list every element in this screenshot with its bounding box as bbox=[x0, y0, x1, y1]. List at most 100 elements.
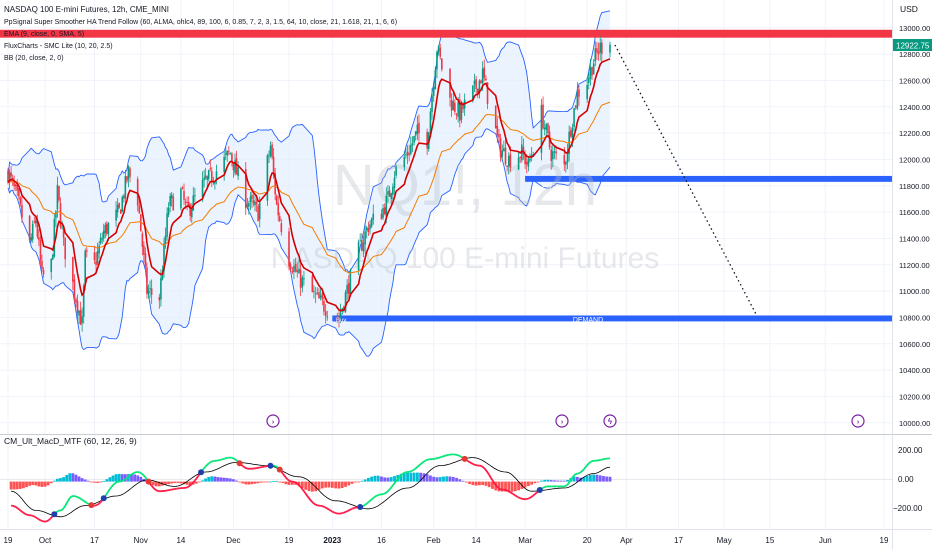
price-axis[interactable]: USD 10000.0010200.0010400.0010600.001080… bbox=[899, 4, 930, 428]
demand-buy-label-upper: Buy bbox=[542, 183, 552, 189]
macd-line-segment bbox=[195, 479, 196, 481]
macd-line-segment bbox=[331, 511, 333, 512]
macd-histogram-bar bbox=[68, 473, 71, 481]
macd-histogram-bar bbox=[44, 482, 47, 487]
macd-histogram-bar bbox=[254, 482, 257, 484]
macd-line-segment bbox=[342, 513, 344, 514]
demand-zone-lower[interactable] bbox=[332, 315, 892, 321]
macd-histogram-bar bbox=[537, 482, 540, 483]
macd-line-segment bbox=[419, 464, 421, 465]
macd-histogram-bar bbox=[406, 473, 409, 482]
macd-line-segment bbox=[243, 466, 245, 467]
time-axis-tick: 20 bbox=[583, 536, 592, 545]
macd-histogram-bar bbox=[201, 480, 204, 481]
candle bbox=[495, 105, 497, 128]
candle bbox=[312, 273, 314, 292]
macd-histogram-bar bbox=[527, 482, 530, 486]
macd-cross-dot bbox=[462, 456, 468, 462]
macd-histogram-bar bbox=[41, 482, 44, 487]
macd-line-segment bbox=[515, 495, 517, 496]
supply-zone[interactable] bbox=[0, 30, 892, 38]
macd-line-segment bbox=[289, 481, 291, 482]
macd-line-segment bbox=[566, 485, 568, 486]
dividend-event-icon[interactable]: › bbox=[556, 415, 568, 427]
macd-line-segment bbox=[65, 503, 66, 506]
chart-title[interactable]: NASDAQ 100 E-mini Futures, 12h, CME_MINI bbox=[4, 5, 169, 14]
macd-histogram-bar bbox=[553, 480, 556, 481]
macd-line-segment bbox=[99, 502, 100, 503]
macd-line-segment bbox=[127, 477, 128, 478]
dividend-event-icon[interactable]: › bbox=[852, 415, 864, 427]
macd-line-segment bbox=[113, 484, 115, 485]
macd-line-segment bbox=[144, 476, 146, 478]
dividend-event-icon[interactable]: › bbox=[267, 415, 279, 427]
macd-histogram-bar bbox=[263, 482, 266, 483]
macd-line-segment bbox=[283, 474, 285, 476]
time-axis-tick: 16 bbox=[377, 536, 386, 545]
macd-line-segment bbox=[311, 500, 313, 502]
macd-line-segment bbox=[385, 493, 387, 494]
macd-histogram-bar bbox=[602, 476, 605, 482]
macd-histogram-bar bbox=[93, 482, 96, 483]
macd-line-segment bbox=[421, 463, 423, 464]
earnings-event-icon[interactable]: ϟ bbox=[604, 415, 616, 427]
macd-line-segment bbox=[296, 483, 298, 484]
demand-zone-label-upper: DEMAND bbox=[671, 182, 701, 189]
macd-histogram-bar bbox=[308, 482, 311, 491]
macd-histogram-bar bbox=[442, 477, 445, 482]
macd-line-segment bbox=[207, 463, 208, 464]
macd-histogram-bar bbox=[180, 482, 183, 484]
indicator-label[interactable]: BB (20, close, 2, 0) bbox=[4, 55, 64, 62]
indicator-label[interactable]: FluxCharts - SMC Lite (10, 20, 2.5) bbox=[4, 43, 113, 50]
macd-axis-tick: −200.00 bbox=[893, 504, 923, 513]
macd-histogram-bar bbox=[269, 482, 272, 483]
macd-line-segment bbox=[483, 467, 485, 468]
indicator-label[interactable]: EMA (9, close, 0, SMA, 5) bbox=[4, 31, 84, 38]
macd-line-segment bbox=[297, 484, 299, 485]
macd-line-segment bbox=[417, 466, 419, 467]
macd-line-segment bbox=[324, 507, 326, 508]
macd-line-segment bbox=[332, 512, 334, 513]
macd-line-segment bbox=[206, 465, 208, 467]
macd-histogram-bar bbox=[328, 482, 331, 488]
macd-line-segment bbox=[484, 468, 486, 470]
macd-line-segment bbox=[68, 498, 69, 500]
macd-line-segment bbox=[411, 471, 413, 472]
price-axis-tick: 11200.00 bbox=[899, 261, 930, 270]
macd-line-segment bbox=[145, 477, 146, 479]
macd-histogram-bar bbox=[133, 475, 136, 482]
macd-line-segment bbox=[189, 485, 190, 486]
macd-axis: 200.00 0.00 −200.00 bbox=[893, 446, 923, 513]
macd-histogram-bar bbox=[223, 478, 226, 482]
macd-line-segment bbox=[79, 498, 81, 499]
macd-histogram-bar bbox=[112, 475, 115, 481]
time-axis-tick: 19 bbox=[285, 536, 294, 545]
macd-line-segment bbox=[581, 471, 583, 472]
macd-histogram-bar bbox=[534, 482, 537, 484]
macd-line-segment bbox=[64, 506, 66, 508]
macd-line-segment bbox=[440, 457, 442, 458]
price-axis-tick: 11400.00 bbox=[899, 234, 930, 243]
macd-histogram-bar bbox=[530, 482, 533, 485]
macd-line-segment bbox=[47, 521, 48, 522]
macd-line-segment bbox=[471, 463, 473, 464]
macd-histogram-bar bbox=[99, 482, 102, 483]
macd-line-segment bbox=[512, 493, 514, 494]
macd-line-segment bbox=[373, 497, 375, 498]
macd-histogram-bar bbox=[543, 480, 546, 482]
macd-line-segment bbox=[543, 487, 545, 488]
macd-histogram-bar bbox=[115, 474, 118, 481]
macd-histogram-bar bbox=[84, 480, 87, 482]
macd-line-segment bbox=[275, 466, 276, 467]
macd-cross-dot bbox=[51, 511, 57, 517]
indicator-label[interactable]: PpSignal Super Smoother HA Trend Follow … bbox=[4, 19, 397, 26]
macd-line-segment bbox=[48, 519, 50, 520]
macd-line-segment bbox=[372, 498, 374, 499]
macd-histogram-bar bbox=[321, 482, 324, 489]
macd-histogram-bar bbox=[550, 480, 553, 481]
macd-histogram-bar bbox=[347, 482, 350, 486]
macd-cross-dot bbox=[198, 469, 204, 475]
macd-histogram-bar bbox=[609, 477, 612, 482]
